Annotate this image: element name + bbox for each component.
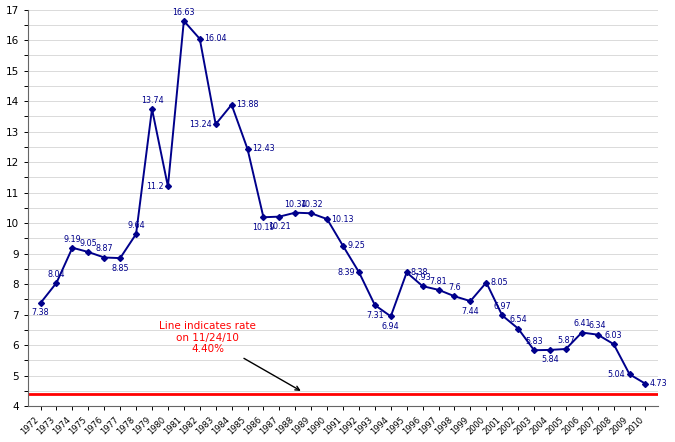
Text: 13.88: 13.88 [236, 100, 259, 109]
Text: 4.73: 4.73 [649, 379, 668, 388]
Text: 5.87: 5.87 [557, 336, 575, 345]
Text: 13.24: 13.24 [189, 120, 211, 129]
Text: 9.25: 9.25 [347, 241, 365, 251]
Text: 6.54: 6.54 [510, 316, 527, 324]
Text: 10.21: 10.21 [268, 222, 291, 231]
Text: 8.05: 8.05 [491, 278, 508, 287]
Text: 7.6: 7.6 [448, 283, 461, 292]
Text: 5.83: 5.83 [525, 337, 543, 346]
Text: Line indicates rate
on 11/24/10
4.40%: Line indicates rate on 11/24/10 4.40% [159, 321, 300, 390]
Text: 6.03: 6.03 [605, 331, 622, 340]
Text: 6.34: 6.34 [589, 321, 606, 331]
Text: 10.13: 10.13 [331, 214, 354, 224]
Text: 5.04: 5.04 [608, 370, 626, 379]
Text: 7.44: 7.44 [462, 307, 479, 316]
Text: 16.04: 16.04 [204, 34, 226, 43]
Text: 10.19: 10.19 [252, 223, 275, 232]
Text: 9.05: 9.05 [80, 239, 97, 248]
Text: 9.19: 9.19 [63, 235, 81, 244]
Text: 8.04: 8.04 [48, 270, 65, 278]
Text: 5.84: 5.84 [541, 355, 559, 365]
Text: 9.64: 9.64 [128, 221, 145, 230]
Text: 7.38: 7.38 [32, 309, 49, 317]
Text: 10.32: 10.32 [300, 200, 323, 209]
Text: 8.87: 8.87 [95, 244, 113, 253]
Text: 6.97: 6.97 [493, 302, 511, 311]
Text: 6.41: 6.41 [573, 320, 591, 328]
Text: 12.43: 12.43 [252, 145, 274, 153]
Text: 10.34: 10.34 [284, 199, 306, 209]
Text: 8.39: 8.39 [337, 268, 355, 277]
Text: 7.93: 7.93 [414, 273, 431, 282]
Text: 7.81: 7.81 [430, 277, 448, 286]
Text: 8.38: 8.38 [411, 268, 429, 277]
Text: 8.85: 8.85 [111, 264, 129, 273]
Text: 13.74: 13.74 [140, 96, 163, 105]
Text: 7.31: 7.31 [366, 311, 383, 320]
Text: 16.63: 16.63 [173, 8, 195, 17]
Text: 11.2: 11.2 [146, 182, 164, 191]
Text: 6.94: 6.94 [382, 322, 400, 331]
